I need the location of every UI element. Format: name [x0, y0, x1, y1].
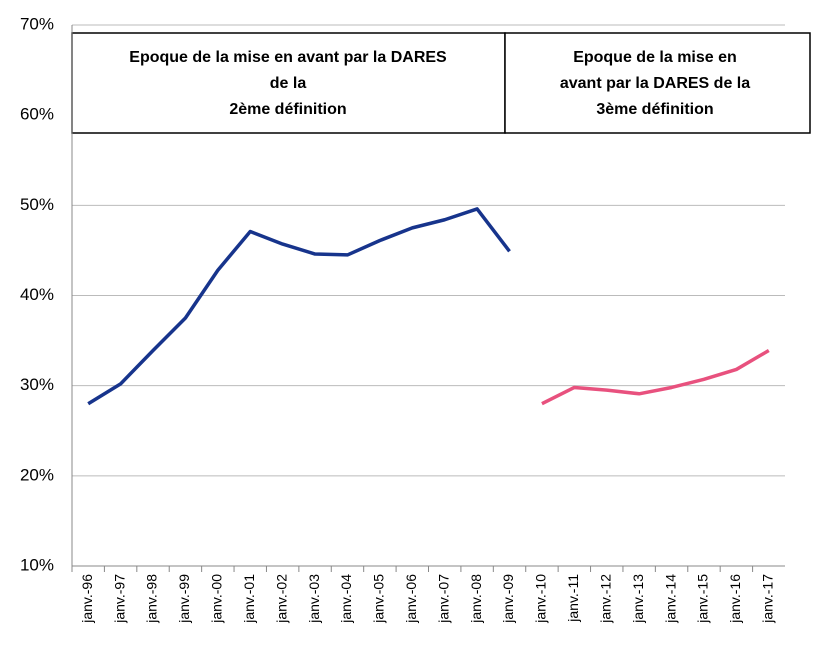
annotation-text: avant par la DARES de la: [560, 75, 750, 92]
series-line: [541, 348, 770, 406]
x-tick-label: janv.-12: [597, 574, 613, 624]
annotation-box: [504, 32, 811, 134]
x-tick-label: janv.-99: [176, 574, 192, 624]
y-tick-label: 60%: [20, 105, 54, 124]
x-tick-label: janv.-13: [630, 574, 646, 624]
x-tick-label: janv.-00: [209, 574, 225, 624]
x-tick-label: janv.-11: [565, 574, 581, 623]
x-tick-label: janv.-10: [533, 574, 549, 624]
y-tick-label: 30%: [20, 375, 54, 394]
x-tick-label: janv.-04: [338, 574, 354, 624]
y-tick-label: 10%: [20, 555, 54, 574]
annotation-text: Epoque de la mise en avant par la DARES: [129, 49, 447, 66]
x-tick-label: janv.-98: [144, 574, 160, 624]
x-tick-label: janv.-06: [403, 574, 419, 624]
y-tick-label: 50%: [20, 195, 54, 214]
x-tick-label: janv.-03: [306, 574, 322, 624]
annotation-text: de la: [270, 75, 307, 92]
y-tick-label: 70%: [20, 14, 54, 33]
annotation-text: 2ème définition: [229, 101, 346, 118]
y-tick-label: 40%: [20, 285, 54, 304]
x-tick-label: janv.-07: [435, 574, 451, 624]
x-tick-label: janv.-08: [468, 574, 484, 624]
x-tick-label: janv.-97: [111, 574, 127, 624]
x-tick-label: janv.-15: [695, 574, 711, 624]
x-tick-label: janv.-16: [727, 574, 743, 624]
x-tick-label: janv.-05: [371, 574, 387, 624]
y-tick-label: 20%: [20, 465, 54, 484]
series-line: [87, 207, 511, 406]
annotation-text: Epoque de la mise en: [573, 49, 737, 66]
x-tick-label: janv.-17: [759, 574, 775, 624]
x-tick-label: janv.-09: [500, 574, 516, 624]
x-tick-label: janv.-01: [241, 574, 257, 624]
x-tick-label: janv.-14: [662, 574, 678, 624]
x-tick-label: janv.-02: [273, 574, 289, 624]
x-tick-label: janv.-96: [79, 574, 95, 624]
annotation-text: 3ème définition: [596, 101, 713, 118]
